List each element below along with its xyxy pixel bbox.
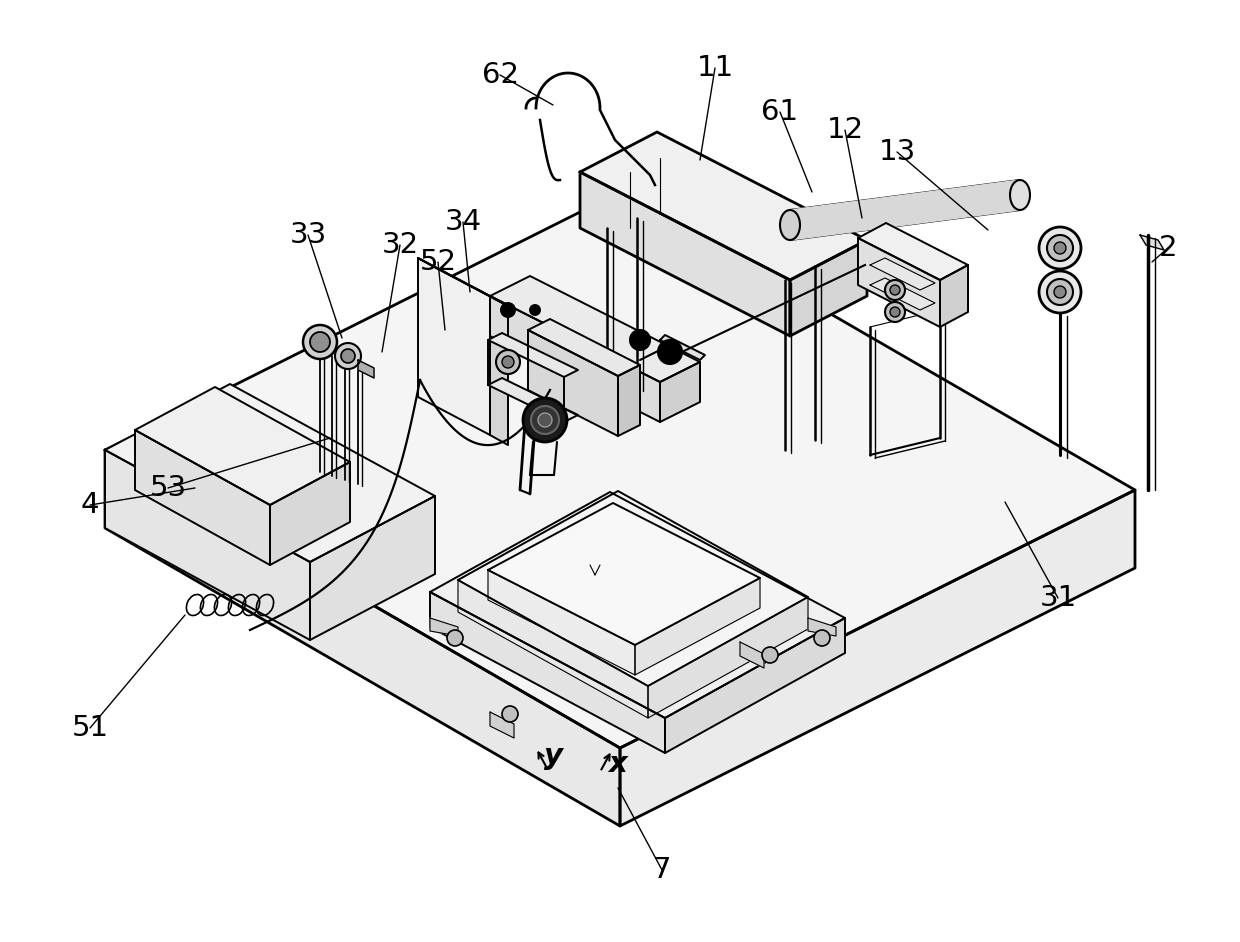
Text: 31: 31 — [1039, 584, 1076, 612]
Text: 11: 11 — [697, 54, 734, 82]
Polygon shape — [105, 384, 435, 562]
Circle shape — [890, 307, 900, 317]
Circle shape — [496, 350, 520, 374]
Polygon shape — [418, 258, 508, 306]
Circle shape — [813, 630, 830, 646]
Polygon shape — [458, 491, 808, 686]
Polygon shape — [580, 132, 867, 280]
Circle shape — [502, 356, 515, 368]
Polygon shape — [620, 490, 1135, 826]
Polygon shape — [490, 712, 515, 738]
Circle shape — [531, 406, 559, 434]
Polygon shape — [870, 258, 935, 290]
Polygon shape — [580, 172, 790, 336]
Polygon shape — [858, 223, 968, 280]
Text: x: x — [609, 750, 627, 778]
Text: 51: 51 — [72, 714, 109, 742]
Text: 7: 7 — [652, 856, 671, 884]
Circle shape — [310, 332, 330, 352]
Polygon shape — [458, 580, 649, 718]
Polygon shape — [635, 578, 760, 675]
Polygon shape — [740, 642, 764, 668]
Polygon shape — [310, 496, 435, 640]
Circle shape — [523, 398, 567, 442]
Circle shape — [341, 349, 355, 363]
Polygon shape — [430, 492, 844, 718]
Text: 12: 12 — [826, 116, 863, 144]
Polygon shape — [808, 618, 836, 636]
Text: 62: 62 — [481, 61, 518, 89]
Polygon shape — [618, 365, 640, 436]
Circle shape — [890, 285, 900, 295]
Ellipse shape — [780, 210, 800, 240]
Polygon shape — [489, 333, 578, 377]
Text: y: y — [543, 742, 563, 770]
Polygon shape — [790, 240, 867, 336]
Polygon shape — [418, 258, 490, 435]
Polygon shape — [489, 503, 760, 645]
Polygon shape — [490, 296, 660, 422]
Ellipse shape — [1011, 180, 1030, 210]
Polygon shape — [660, 335, 706, 360]
Circle shape — [1047, 279, 1073, 305]
Polygon shape — [528, 330, 618, 436]
Circle shape — [1054, 242, 1066, 254]
Circle shape — [630, 330, 650, 350]
Polygon shape — [430, 618, 458, 636]
Polygon shape — [430, 592, 665, 753]
Circle shape — [763, 647, 777, 663]
Polygon shape — [528, 319, 640, 376]
Polygon shape — [790, 180, 1021, 240]
Circle shape — [538, 413, 552, 427]
Circle shape — [303, 325, 337, 359]
Text: 32: 32 — [382, 231, 419, 259]
Polygon shape — [358, 360, 374, 378]
Circle shape — [529, 305, 539, 315]
Circle shape — [885, 280, 905, 300]
Text: 33: 33 — [289, 221, 326, 249]
Polygon shape — [489, 570, 635, 675]
Polygon shape — [858, 238, 940, 327]
Text: 52: 52 — [419, 248, 456, 276]
Polygon shape — [940, 265, 968, 327]
Polygon shape — [135, 387, 350, 505]
Polygon shape — [660, 362, 701, 422]
Circle shape — [1054, 286, 1066, 298]
Circle shape — [1047, 235, 1073, 261]
Polygon shape — [490, 296, 508, 445]
Circle shape — [501, 303, 515, 317]
Text: 53: 53 — [150, 474, 186, 502]
Text: 34: 34 — [444, 208, 481, 236]
Polygon shape — [665, 618, 844, 753]
Circle shape — [335, 343, 361, 369]
Text: 61: 61 — [761, 98, 799, 126]
Polygon shape — [270, 462, 350, 565]
Text: 2: 2 — [1158, 234, 1177, 262]
Circle shape — [502, 706, 518, 722]
Polygon shape — [649, 597, 808, 718]
Circle shape — [1039, 271, 1081, 313]
Polygon shape — [1140, 235, 1164, 250]
Polygon shape — [105, 450, 620, 826]
Circle shape — [658, 340, 682, 364]
Circle shape — [446, 630, 463, 646]
Text: 13: 13 — [878, 138, 915, 166]
Polygon shape — [490, 276, 701, 382]
Polygon shape — [870, 278, 935, 310]
Circle shape — [1039, 227, 1081, 269]
Polygon shape — [105, 450, 310, 640]
Polygon shape — [105, 192, 1135, 748]
Polygon shape — [135, 430, 270, 565]
Circle shape — [885, 302, 905, 322]
Text: 4: 4 — [81, 491, 99, 519]
Polygon shape — [489, 378, 578, 422]
